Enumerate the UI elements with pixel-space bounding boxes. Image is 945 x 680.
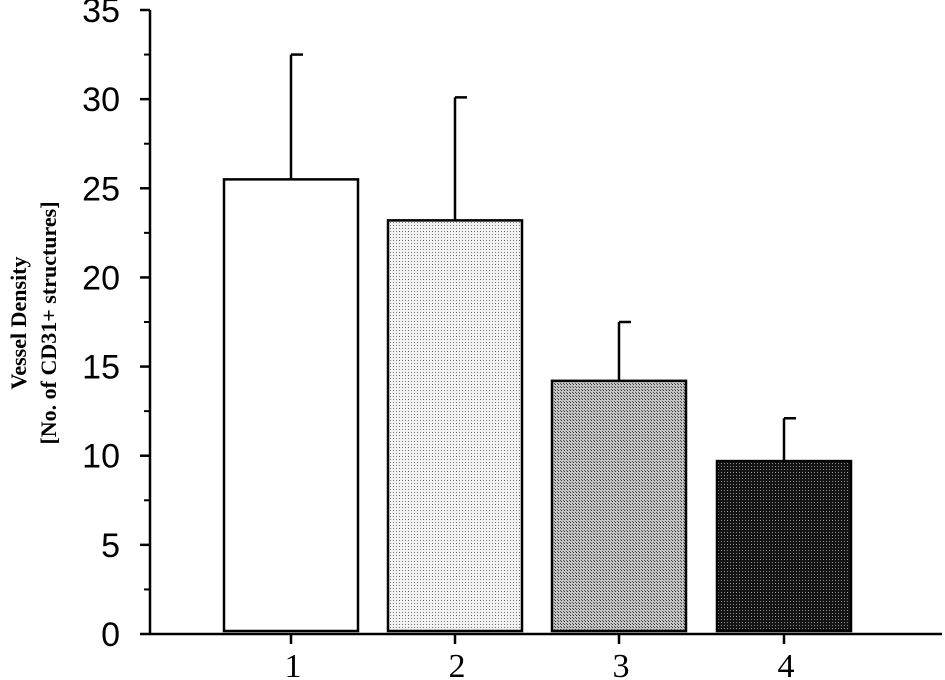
x-tick-label: 1 [285, 648, 302, 680]
x-axis-ticks: 1 2 3 4 [285, 634, 795, 680]
bar-4 [715, 459, 853, 633]
y-tick-label: 15 [82, 349, 120, 387]
y-tick-label: 35 [82, 0, 120, 30]
bar-2 [386, 219, 524, 633]
y-tick-label: 10 [82, 438, 120, 476]
y-tick-label: 25 [82, 170, 120, 208]
error-bars [289, 53, 796, 462]
y-tick-label: 5 [101, 527, 120, 565]
x-tick-label: 4 [778, 648, 795, 680]
y-tick-label: 30 [82, 81, 120, 119]
y-tick-label: 0 [101, 616, 120, 654]
y-tick-label: 20 [82, 259, 120, 297]
y-axis-title-line2: [No. of CD31+ structures] [36, 201, 61, 444]
y-axis-ticks: 0 5 10 15 20 25 30 35 [82, 0, 150, 654]
bar-1 [222, 178, 360, 633]
x-tick-label: 3 [613, 648, 630, 680]
bar-3 [550, 379, 688, 633]
y-axis-title-line1: Vessel Density [6, 256, 31, 389]
bars [222, 178, 853, 633]
x-tick-label: 2 [449, 648, 466, 680]
